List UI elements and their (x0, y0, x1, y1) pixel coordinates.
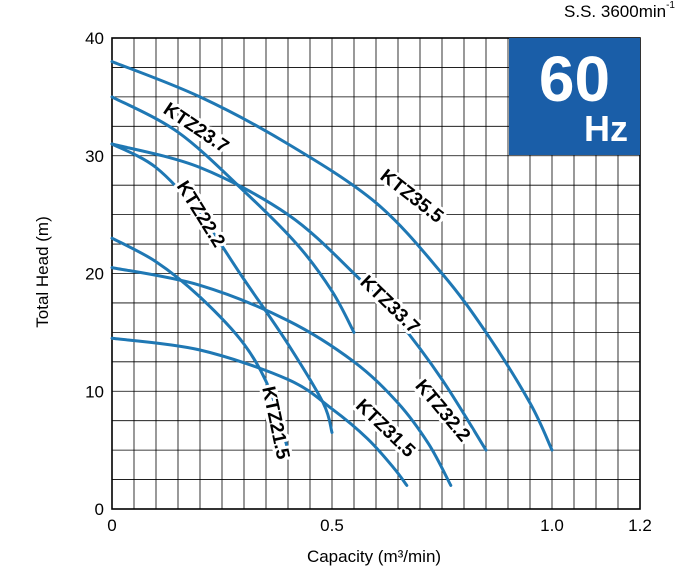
x-tick-label: 1.2 (628, 516, 652, 535)
tick-labels: 0 0.5 1.0 1.2 0 10 20 30 40 (85, 29, 652, 535)
x-tick-label: 0.5 (320, 516, 344, 535)
y-tick-label: 20 (85, 265, 104, 284)
rotation-speed-text: S.S. 3600min (564, 2, 667, 21)
series-line-ktz35-5 (110, 60, 554, 452)
plot-frame (111, 37, 641, 510)
y-tick-label: 10 (85, 382, 104, 401)
rotation-speed-label: S.S. 3600min-1 (564, 0, 675, 22)
series-line-ktz32-2 (110, 266, 453, 487)
frequency-value: 60 (538, 43, 611, 115)
y-tick-label: 30 (85, 147, 104, 166)
rotation-speed-exponent: -1 (666, 0, 675, 11)
curve-label: KTZ31.5 (351, 395, 419, 462)
frequency-unit: Hz (584, 108, 628, 149)
series-line-ktz22-2 (110, 142, 334, 434)
series-line-ktz23-7 (110, 95, 356, 334)
y-tick-label: 40 (85, 29, 104, 48)
y-tick-label: 0 (95, 500, 104, 519)
series-line-ktz31-5 (110, 336, 409, 487)
y-axis-label: Total Head (m) (33, 216, 52, 327)
x-tick-label: 1.0 (540, 516, 564, 535)
curve-label: KTZ33.7 (356, 272, 424, 338)
frequency-badge: 60 Hz (509, 38, 640, 155)
axes (111, 37, 641, 510)
series-group (110, 60, 554, 487)
series-line-ktz33-7 (110, 142, 488, 452)
x-tick-label: 0 (107, 516, 116, 535)
curve-label: KTZ35.5 (376, 166, 448, 228)
series-line-ktz21-5 (110, 236, 290, 452)
x-axis-label: Capacity (m³/min) (307, 547, 441, 566)
